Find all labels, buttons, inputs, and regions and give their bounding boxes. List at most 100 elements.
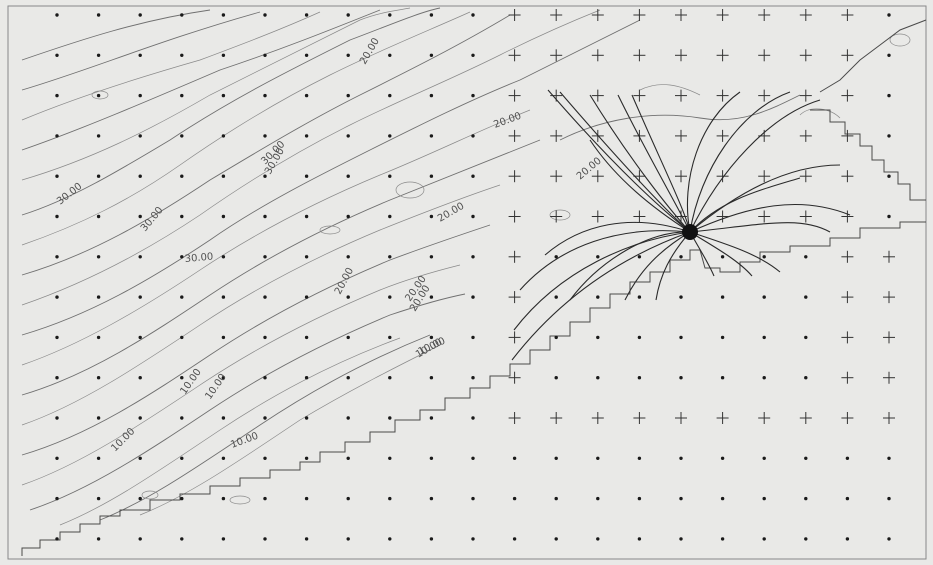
grid-cross: [591, 89, 604, 102]
grid-cross: [841, 291, 854, 304]
grid-dot: [887, 174, 891, 178]
map-border: [7, 5, 927, 560]
coastline: [21, 19, 927, 556]
grid-cross: [716, 412, 729, 424]
grid-cross: [716, 9, 729, 21]
contour-label: 10.00: [109, 426, 137, 454]
grid-dot: [596, 335, 600, 340]
grid-dot: [304, 295, 309, 299]
grid-dot: [96, 537, 101, 541]
grid-dot: [138, 537, 142, 541]
grid-dot: [637, 376, 642, 380]
grid-dot: [429, 214, 434, 219]
focal-point[interactable]: [682, 224, 698, 240]
grid-cross: [716, 210, 729, 223]
grid-dot: [221, 456, 226, 460]
grid-cross: [841, 170, 854, 183]
grid-dot: [221, 53, 226, 57]
grid-dot: [263, 13, 267, 17]
grid-dot: [55, 456, 59, 460]
grid-dot: [138, 456, 142, 460]
grid-dot: [180, 537, 184, 541]
grid-dot: [221, 295, 226, 299]
grid-cross: [841, 89, 854, 102]
grid-dot: [304, 53, 309, 57]
grid-dot: [388, 93, 392, 98]
grid-dot: [304, 456, 309, 460]
ray-paths: [511, 89, 851, 361]
grid-cross: [508, 170, 521, 183]
grid-cross: [799, 9, 812, 21]
grid-dot: [55, 53, 59, 57]
grid-dot: [679, 376, 683, 380]
grid-dot: [720, 537, 725, 541]
grid-dots: [55, 13, 891, 541]
grid-cross: [550, 129, 563, 142]
grid-dot: [471, 456, 475, 460]
grid-dot: [346, 134, 350, 138]
grid-cross: [550, 170, 563, 183]
grid-dot: [471, 335, 475, 340]
grid-dot: [429, 295, 434, 299]
grid-dot: [263, 295, 267, 299]
grid-dot: [96, 335, 101, 340]
grid-dot: [263, 376, 267, 380]
grid-dot: [845, 496, 850, 501]
grid-dot: [762, 295, 766, 299]
grid-dot: [346, 496, 350, 501]
grid-dot: [221, 13, 226, 17]
grid-dot: [554, 376, 558, 380]
grid-dot: [346, 174, 350, 178]
grid-dot: [346, 416, 350, 420]
grid-dot: [96, 53, 101, 57]
grid-dot: [429, 255, 434, 259]
grid-cross: [508, 412, 521, 424]
grid-dot: [720, 295, 725, 299]
grid-dot: [55, 295, 59, 299]
contour-label: 30.00: [184, 252, 213, 265]
grid-cross: [508, 250, 521, 263]
grid-dot: [55, 13, 59, 17]
grid-dot: [304, 134, 309, 138]
grid-dot: [762, 537, 766, 541]
grid-dot: [138, 335, 142, 340]
grid-dot: [55, 537, 59, 541]
grid-dot: [138, 134, 142, 138]
grid-cross: [841, 371, 854, 384]
grid-cross: [883, 250, 895, 263]
grid-dot: [180, 214, 184, 219]
grid-cross: [841, 129, 854, 142]
grid-dot: [304, 255, 309, 259]
grid-dot: [471, 295, 475, 299]
grid-dot: [429, 93, 434, 98]
grid-cross: [758, 210, 771, 223]
grid-dot: [96, 416, 101, 420]
grid-dot: [346, 53, 350, 57]
grid-dot: [388, 537, 392, 541]
grid-dot: [55, 496, 59, 501]
contour-label: 20.00: [436, 201, 466, 225]
grid-cross: [675, 9, 687, 21]
grid-dot: [138, 214, 142, 219]
grid-dot: [263, 416, 267, 420]
grid-dot: [679, 496, 683, 501]
grid-crosses: [508, 9, 895, 424]
grid-dot: [845, 456, 850, 460]
grid-dot: [429, 335, 434, 340]
grid-dot: [221, 335, 226, 340]
grid-dot: [96, 376, 101, 380]
grid-dot: [180, 335, 184, 340]
grid-dot: [346, 255, 350, 259]
grid-dot: [720, 255, 725, 259]
grid-dot: [138, 255, 142, 259]
grid-dot: [887, 537, 891, 541]
grid-dot: [429, 53, 434, 57]
grid-cross: [508, 129, 521, 142]
grid-cross: [841, 331, 854, 344]
grid-cross: [758, 412, 771, 424]
grid-dot: [388, 214, 392, 219]
grid-dot: [55, 93, 59, 98]
grid-dot: [887, 53, 891, 57]
